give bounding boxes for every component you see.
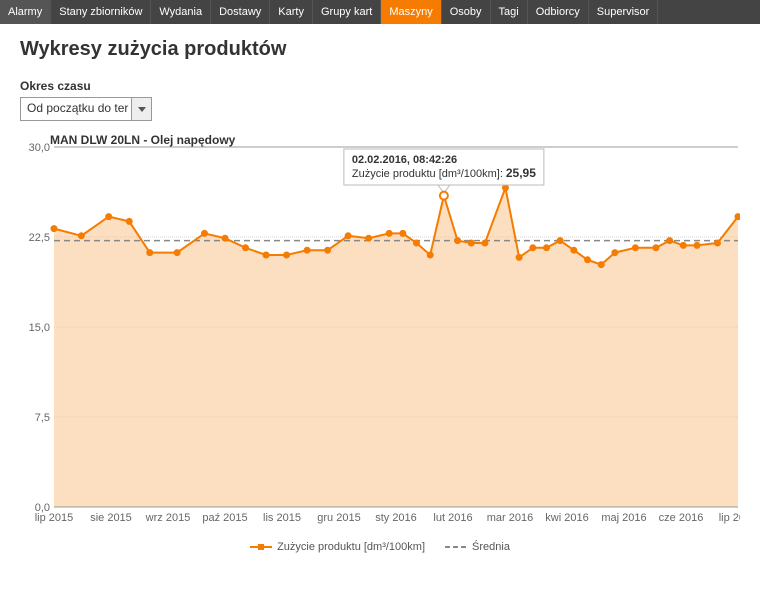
- nav-item-supervisor[interactable]: Supervisor: [589, 0, 659, 24]
- svg-text:Zużycie produktu [dm³/100km]:: Zużycie produktu [dm³/100km]:: [352, 168, 503, 180]
- legend-label: Średnia: [472, 541, 510, 553]
- chart-title: MAN DLW 20LN - Olej napędowy: [50, 133, 235, 147]
- svg-text:wrz 2015: wrz 2015: [145, 512, 191, 524]
- svg-text:paź 2015: paź 2015: [202, 512, 247, 524]
- nav-item-wydania[interactable]: Wydania: [151, 0, 211, 24]
- svg-text:sty 2016: sty 2016: [375, 512, 417, 524]
- svg-text:maj 2016: maj 2016: [601, 512, 646, 524]
- svg-text:mar 2016: mar 2016: [487, 512, 533, 524]
- chevron-down-icon: [138, 102, 146, 116]
- nav-item-karty[interactable]: Karty: [270, 0, 313, 24]
- dash-swatch-icon: [445, 542, 467, 552]
- svg-text:lip 2015: lip 2015: [35, 512, 74, 524]
- svg-text:7,5: 7,5: [35, 412, 50, 424]
- svg-text:lip 2016: lip 2016: [719, 512, 740, 524]
- svg-text:lut 2016: lut 2016: [433, 512, 472, 524]
- svg-text:gru 2015: gru 2015: [317, 512, 360, 524]
- nav-item-tagi[interactable]: Tagi: [491, 0, 528, 24]
- nav-item-maszyny[interactable]: Maszyny: [381, 0, 441, 24]
- svg-text:sie 2015: sie 2015: [90, 512, 132, 524]
- legend-item[interactable]: Zużycie produktu [dm³/100km]: [250, 541, 425, 553]
- nav-item-osoby[interactable]: Osoby: [442, 0, 491, 24]
- chart-container: MAN DLW 20LN - Olej napędowy 0,07,515,02…: [20, 133, 740, 531]
- filter-row: Okres czasu Od początku do ter: [0, 71, 760, 133]
- nav-item-alarmy[interactable]: Alarmy: [0, 0, 51, 24]
- dropdown-button[interactable]: [131, 98, 151, 120]
- time-range-value: Od początku do ter: [21, 98, 131, 120]
- chart-legend: Zużycie produktu [dm³/100km] Średnia: [0, 537, 760, 563]
- consumption-chart[interactable]: 0,07,515,022,530,0lip 2015sie 2015wrz 20…: [20, 133, 740, 531]
- svg-text:25,95: 25,95: [506, 166, 536, 180]
- svg-text:kwi 2016: kwi 2016: [545, 512, 588, 524]
- top-nav: AlarmyStany zbiornikówWydaniaDostawyKart…: [0, 0, 760, 24]
- nav-item-stany-zbiorników[interactable]: Stany zbiorników: [51, 0, 151, 24]
- line-swatch-icon: [250, 542, 272, 552]
- svg-text:lis 2015: lis 2015: [263, 512, 301, 524]
- nav-item-dostawy[interactable]: Dostawy: [211, 0, 270, 24]
- nav-item-grupy-kart[interactable]: Grupy kart: [313, 0, 381, 24]
- filter-label: Okres czasu: [20, 79, 740, 93]
- svg-text:02.02.2016, 08:42:26: 02.02.2016, 08:42:26: [352, 154, 457, 166]
- time-range-select[interactable]: Od początku do ter: [20, 97, 152, 121]
- svg-text:30,0: 30,0: [29, 142, 50, 154]
- legend-label: Zużycie produktu [dm³/100km]: [277, 541, 425, 553]
- svg-text:15,0: 15,0: [29, 322, 50, 334]
- svg-text:cze 2016: cze 2016: [659, 512, 704, 524]
- page-title: Wykresy zużycia produktów: [0, 24, 760, 71]
- legend-item[interactable]: Średnia: [445, 541, 510, 553]
- nav-item-odbiorcy[interactable]: Odbiorcy: [528, 0, 589, 24]
- chart-tooltip: 02.02.2016, 08:42:26 Zużycie produktu [dm…: [344, 149, 544, 200]
- svg-text:22,5: 22,5: [29, 232, 50, 244]
